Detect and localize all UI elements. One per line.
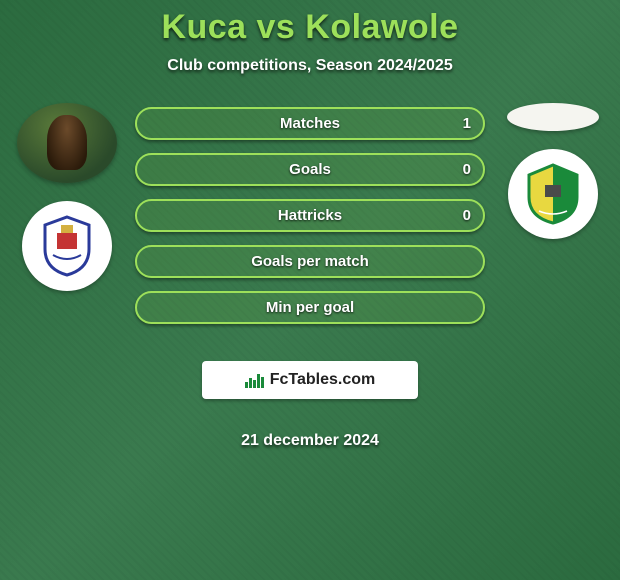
stat-value: 1 (463, 115, 471, 132)
stat-label: Goals (289, 161, 331, 178)
stat-row-hattricks: Hattricks 0 (135, 199, 485, 232)
stat-row-goals: Goals 0 (135, 153, 485, 186)
stat-value: 0 (463, 161, 471, 178)
shield-icon (39, 215, 95, 277)
page-title: Kuca vs Kolawole (0, 8, 620, 47)
shield-icon (525, 163, 581, 225)
stat-value: 0 (463, 207, 471, 224)
stat-row-min-per-goal: Min per goal (135, 291, 485, 324)
right-player-column (493, 103, 613, 239)
chart-icon (245, 372, 264, 388)
content-row: Matches 1 Goals 0 Hattricks 0 Goals per … (0, 103, 620, 450)
stat-row-matches: Matches 1 (135, 107, 485, 140)
stat-row-goals-per-match: Goals per match (135, 245, 485, 278)
date-text: 21 december 2024 (135, 432, 485, 450)
stat-label: Hattricks (278, 207, 342, 224)
player-avatar-right (507, 103, 599, 131)
left-player-column (7, 103, 127, 291)
club-badge-right (508, 149, 598, 239)
club-badge-left (22, 201, 112, 291)
stat-label: Matches (280, 115, 340, 132)
stat-label: Goals per match (251, 253, 369, 270)
brand-box: FcTables.com (202, 361, 418, 399)
comparison-card: Kuca vs Kolawole Club competitions, Seas… (0, 0, 620, 580)
brand-text: FcTables.com (270, 371, 376, 389)
player-avatar-left (17, 103, 117, 183)
subtitle: Club competitions, Season 2024/2025 (0, 57, 620, 75)
stats-column: Matches 1 Goals 0 Hattricks 0 Goals per … (135, 103, 485, 450)
stat-label: Min per goal (266, 299, 354, 316)
